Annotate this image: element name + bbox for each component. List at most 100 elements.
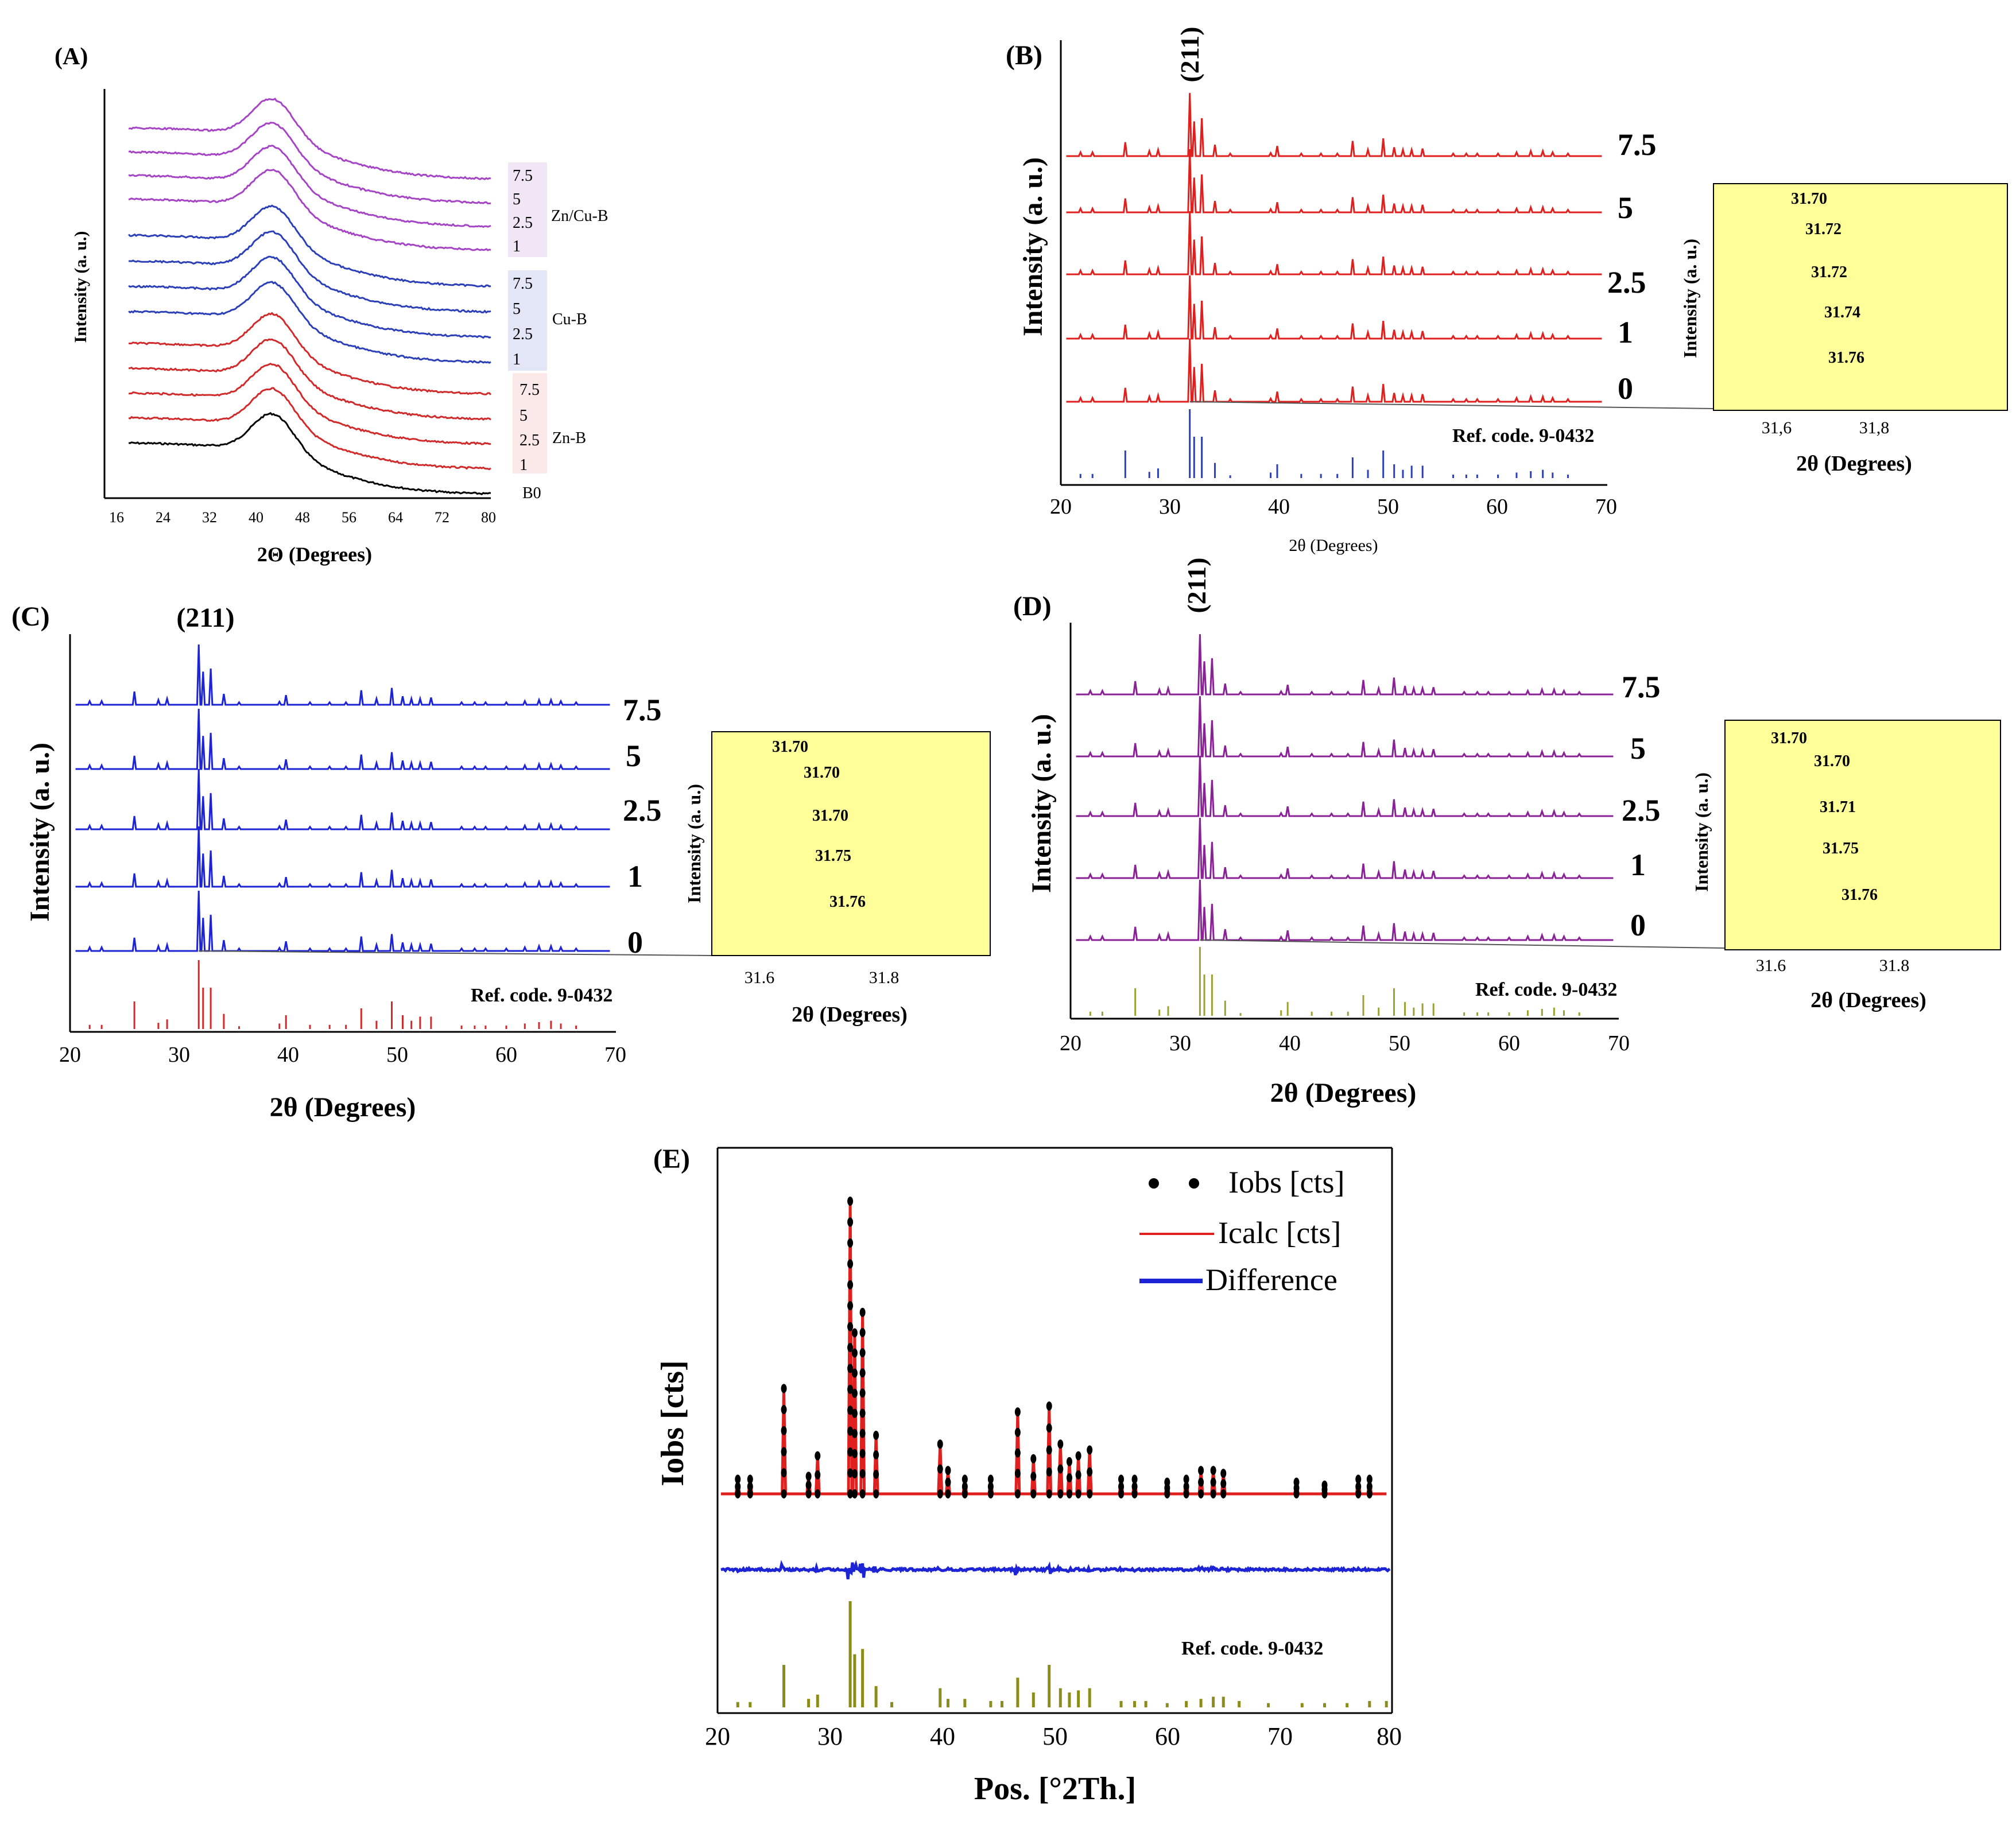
conc-label: 7.5 <box>1618 127 1657 162</box>
obs-marker <box>815 1470 821 1480</box>
obs-marker <box>1131 1489 1138 1498</box>
conc-label: 2.5 <box>623 793 662 828</box>
conc-label: 1 <box>1618 315 1633 350</box>
difference-line <box>720 1560 1391 1580</box>
inset-peak-label: 31.74 <box>1824 304 1860 321</box>
panel-c-xtick: 50 <box>386 1043 408 1067</box>
panel-b-inset-frame <box>1713 183 2008 411</box>
inset-xtick: 31.8 <box>869 968 900 987</box>
panel-d-inset: Intensity (a. u.) 2θ (Degrees) 31.6 31.8… <box>1691 720 2001 1012</box>
panel-a-group-box-cu <box>508 270 547 371</box>
obs-marker <box>987 1474 994 1484</box>
obs-marker <box>1087 1489 1093 1498</box>
panel-e: Iobs [cts] Pos. [°2Th.] Ref. code. 9-043… <box>655 1147 1402 1807</box>
xrd-pattern-line <box>1076 879 1614 941</box>
obs-marker <box>851 1328 858 1338</box>
xrd-pattern-line <box>75 826 610 888</box>
obs-marker <box>851 1428 858 1438</box>
curve-label: B0 <box>522 484 541 502</box>
curve-label: 2.5 <box>513 325 533 343</box>
xrd-curve-a <box>128 145 491 228</box>
xrd-curve-a <box>128 230 491 314</box>
panel-b: (211) Intensity (a. u.) 2θ (Degrees) Ref… <box>1018 26 2008 555</box>
conc-label: 2.5 <box>1607 265 1646 300</box>
conc-label: 1 <box>627 859 643 894</box>
xrd-pattern-line <box>1076 696 1614 758</box>
obs-marker <box>1030 1454 1037 1463</box>
obs-marker <box>1118 1489 1125 1498</box>
obs-marker <box>847 1447 854 1457</box>
conc-label: 5 <box>626 739 641 773</box>
obs-marker <box>805 1480 812 1490</box>
panel-d-xtick: 50 <box>1389 1031 1410 1055</box>
panel-a-group-box-zncu <box>508 162 547 257</box>
panel-a-group-names: Zn/Cu-B Cu-B Zn-B <box>551 207 608 447</box>
obs-marker <box>1198 1477 1204 1487</box>
inset-peak-label: 31.76 <box>829 893 866 911</box>
inset-xtick: 31,6 <box>1762 418 1792 437</box>
panel-a-x-tick-labels: 16 24 32 40 48 56 64 72 80 <box>109 509 496 526</box>
obs-marker <box>1131 1474 1138 1484</box>
panel-e-xtick: 80 <box>1377 1722 1402 1750</box>
obs-marker <box>937 1439 943 1449</box>
obs-marker <box>1030 1489 1037 1498</box>
panel-a-xtick: 24 <box>156 509 170 526</box>
inset-peak-label: 31.70 <box>772 738 808 756</box>
obs-marker <box>781 1447 787 1457</box>
obs-marker <box>859 1428 866 1438</box>
inset-xlabel: 2θ (Degrees) <box>1796 452 1912 476</box>
curve-label: 1 <box>519 456 528 474</box>
obs-marker <box>1075 1489 1081 1498</box>
obs-marker <box>847 1259 854 1269</box>
obs-marker <box>851 1348 858 1358</box>
obs-marker <box>1075 1451 1081 1461</box>
panel-c-xtick: 60 <box>495 1043 517 1067</box>
panel-e-xtick: 20 <box>705 1722 730 1750</box>
conc-label: 7.5 <box>1622 670 1661 704</box>
group-label-zncu: Zn/Cu-B <box>551 207 608 225</box>
obs-marker <box>1014 1427 1021 1437</box>
panel-b-xtick: 20 <box>1050 495 1072 519</box>
curve-label: 7.5 <box>513 275 533 293</box>
inset-peak-label: 31.70 <box>812 807 848 825</box>
obs-marker <box>847 1197 854 1206</box>
obs-marker <box>1087 1467 1093 1477</box>
xrd-curve-a <box>128 169 491 251</box>
obs-marker <box>1164 1477 1170 1487</box>
obs-marker <box>851 1449 858 1458</box>
obs-marker <box>859 1348 866 1358</box>
obs-marker <box>1030 1471 1037 1481</box>
xrd-pattern-line <box>1066 149 1602 213</box>
conc-label: 0 <box>627 925 643 960</box>
panel-c-x-tick-labels: 20 30 40 50 60 70 <box>59 1043 626 1067</box>
panel-c-inset: Intensity (a. u.) 2θ (Degrees) 31.6 31.8… <box>684 731 991 1027</box>
group-label-cu: Cu-B <box>552 310 587 328</box>
panel-c-letter: (C) <box>11 601 50 632</box>
panel-b-xtick: 70 <box>1595 495 1617 519</box>
obs-marker <box>1321 1480 1328 1490</box>
obs-marker <box>1046 1489 1052 1498</box>
panel-b-ref-label: Ref. code. 9-0432 <box>1452 425 1594 446</box>
panel-d-peak-label: (211) <box>1182 557 1211 613</box>
conc-label: 0 <box>1630 908 1646 942</box>
panel-d-x-label: 2θ (Degrees) <box>1270 1078 1417 1108</box>
obs-marker <box>1075 1470 1081 1480</box>
curve-label: 5 <box>519 407 528 425</box>
inset-ylabel: Intensity (a. u.) <box>1680 239 1700 358</box>
obs-marker <box>1014 1448 1021 1458</box>
inset-peak-label: 31.70 <box>1771 729 1807 747</box>
panel-a-xtick: 48 <box>295 509 310 526</box>
obs-marker <box>859 1469 866 1478</box>
xrd-curve-a <box>128 411 491 495</box>
obs-marker <box>1046 1401 1052 1411</box>
obs-marker <box>747 1474 753 1484</box>
xrd-curve-a <box>128 362 491 445</box>
obs-marker <box>847 1426 854 1436</box>
obs-marker <box>1014 1407 1021 1417</box>
panel-d-x-tick-labels: 20 30 40 50 60 70 <box>1060 1031 1630 1055</box>
panel-d-ref-label: Ref. code. 9-0432 <box>1475 979 1617 1000</box>
obs-marker <box>1183 1489 1189 1498</box>
panel-b-inset: Intensity (a. u.) 2θ (Degrees) 31,6 31,8… <box>1680 183 2008 476</box>
obs-marker <box>1366 1489 1373 1498</box>
inset-xtick: 31,8 <box>1859 418 1890 437</box>
